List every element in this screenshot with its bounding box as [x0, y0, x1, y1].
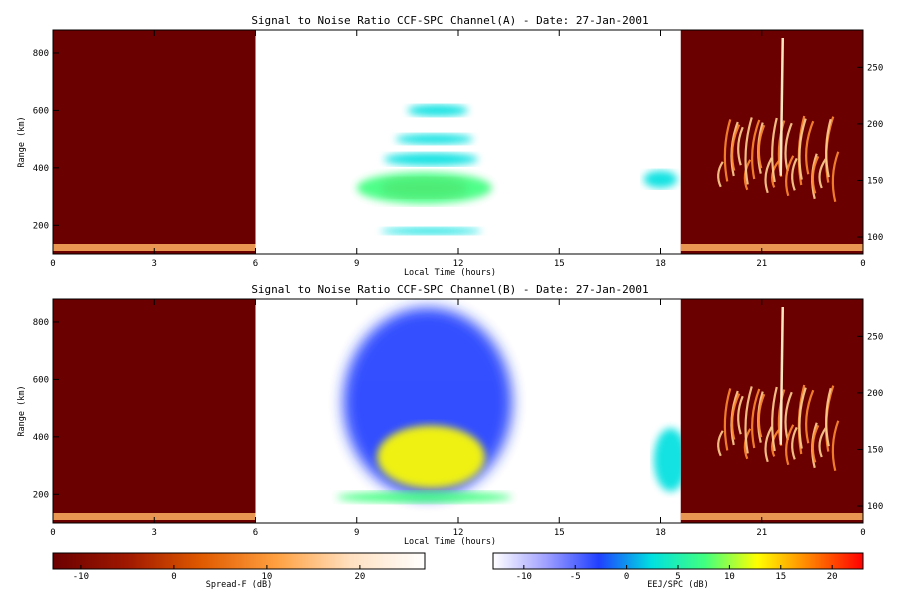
chart-panel-b: Signal to Noise Ratio CCF-SPC Channel(B)… — [17, 283, 883, 547]
colorbar-tick-label: 10 — [261, 572, 272, 582]
right-y-tick-label: 250 — [867, 63, 883, 73]
colorbar-tick-label: 0 — [624, 572, 629, 582]
chart-title: Signal to Noise Ratio CCF-SPC Channel(A)… — [251, 14, 648, 27]
right-y-tick-label: 100 — [867, 502, 883, 512]
right-y-tick-label: 250 — [867, 332, 883, 342]
x-tick-label: 9 — [354, 528, 359, 538]
x-axis-label: Local Time (hours) — [404, 268, 496, 278]
eej-echoes — [336, 307, 681, 503]
eej-echo-blob — [383, 152, 479, 166]
y-tick-label: 200 — [33, 221, 49, 231]
spread-f-colorbar: -10 0 10 20 Spread-F (dB) — [52, 552, 426, 590]
eej-colorbar: -10 -5 0 5 10 15 20 EEJ/SPC (dB) — [492, 552, 864, 590]
colorbar-tick-label: 5 — [675, 572, 680, 582]
y-tick-label: 600 — [33, 375, 49, 385]
eej-echo-blob — [643, 170, 678, 188]
eej-echo-blob — [377, 425, 485, 489]
y-tick-label: 200 — [33, 490, 49, 500]
x-tick-label: 18 — [655, 259, 666, 269]
y-tick-label: 400 — [33, 433, 49, 443]
spread-f-bottom-echo — [53, 513, 256, 520]
x-tick-label: 21 — [756, 259, 767, 269]
eej-echo-blob — [407, 104, 469, 117]
colorbar-tick-label: -10 — [73, 572, 89, 582]
colorbar-tick-label: 10 — [724, 572, 735, 582]
y-tick-label: 800 — [33, 318, 49, 328]
eej-echoes — [356, 104, 678, 235]
x-axis-label: Local Time (hours) — [404, 537, 496, 547]
right-y-tick-label: 200 — [867, 389, 883, 399]
x-tick-label: 12 — [453, 259, 464, 269]
colorbar-label: EEJ/SPC (dB) — [647, 580, 708, 590]
spread-f-plume — [717, 306, 840, 472]
x-tick-label: 3 — [152, 259, 157, 269]
x-tick-label: 0 — [50, 259, 55, 269]
colorbar-tick-label: -10 — [516, 572, 532, 582]
x-tick-label: 0 — [50, 528, 55, 538]
y-tick-label: 600 — [33, 106, 49, 116]
chart-title: Signal to Noise Ratio CCF-SPC Channel(B)… — [251, 283, 648, 296]
eej-echo-blob — [380, 227, 482, 235]
spread-f-bottom-echo — [680, 244, 863, 251]
x-tick-label: 6 — [253, 259, 258, 269]
colorbar-label: Spread-F (dB) — [206, 580, 273, 590]
colorbar-tick-label: 0 — [171, 572, 176, 582]
x-tick-label: 18 — [655, 528, 666, 538]
x-tick-label: 9 — [354, 259, 359, 269]
y-tick-label: 800 — [33, 49, 49, 59]
y-tick-label: 400 — [33, 164, 49, 174]
colorbar-tick-label: 15 — [775, 572, 786, 582]
colorbar-tick-label: 20 — [354, 572, 365, 582]
right-y-tick-label: 150 — [867, 445, 883, 455]
spread-f-bottom-echo — [53, 244, 256, 251]
eej-echo-blob — [336, 491, 512, 503]
y-axis-label: Range (km) — [17, 385, 27, 436]
x-tick-label: 21 — [756, 528, 767, 538]
x-tick-label: 6 — [253, 528, 258, 538]
spread-f-panel — [53, 299, 256, 523]
x-tick-label: 0 — [860, 259, 865, 269]
spread-f-plume — [717, 37, 840, 203]
spread-f-panel — [53, 30, 256, 254]
x-tick-label: 12 — [453, 528, 464, 538]
x-tick-label: 15 — [554, 528, 565, 538]
right-y-tick-label: 100 — [867, 233, 883, 243]
colorbar-tick-label: 20 — [827, 572, 838, 582]
x-tick-label: 3 — [152, 528, 157, 538]
eej-echo-blob — [356, 172, 492, 204]
x-tick-label: 0 — [860, 528, 865, 538]
x-tick-label: 15 — [554, 259, 565, 269]
colorbar-tick-label: -5 — [570, 572, 581, 582]
eej-echo-blob — [653, 428, 681, 492]
y-axis-label: Range (km) — [17, 116, 27, 167]
chart-panel-a: Signal to Noise Ratio CCF-SPC Channel(A)… — [17, 14, 883, 278]
right-y-tick-label: 200 — [867, 120, 883, 130]
right-y-tick-label: 150 — [867, 176, 883, 186]
spread-f-bottom-echo — [680, 513, 863, 520]
eej-echo-blob — [395, 133, 474, 145]
